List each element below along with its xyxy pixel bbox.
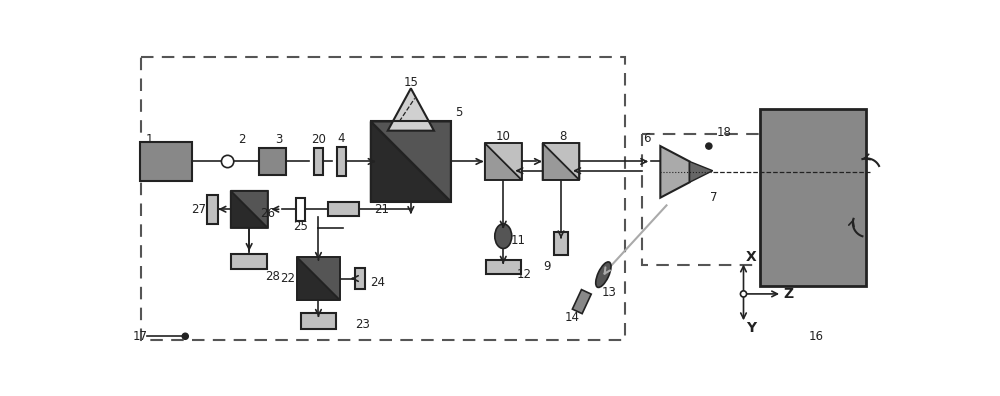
Text: Z: Z (783, 287, 793, 301)
Text: 10: 10 (496, 129, 511, 143)
Text: 23: 23 (355, 318, 370, 331)
Text: 13: 13 (601, 286, 616, 299)
Bar (297, 257, 340, 300)
Bar (140, 142, 192, 181)
Text: 7: 7 (710, 191, 718, 204)
Text: 4: 4 (338, 132, 345, 145)
Text: 26: 26 (260, 207, 275, 219)
Bar (296, 198, 305, 221)
Polygon shape (297, 257, 340, 300)
Polygon shape (371, 122, 451, 202)
Circle shape (706, 143, 712, 149)
Text: 11: 11 (510, 234, 525, 247)
Text: 8: 8 (559, 129, 566, 143)
Circle shape (221, 155, 234, 168)
Polygon shape (543, 143, 579, 180)
Polygon shape (572, 289, 591, 314)
Polygon shape (231, 191, 268, 228)
Bar (314, 148, 323, 175)
Bar (371, 122, 451, 202)
Ellipse shape (495, 224, 512, 249)
Text: 2: 2 (238, 133, 245, 147)
Text: 3: 3 (276, 133, 283, 147)
Polygon shape (543, 143, 579, 180)
Circle shape (740, 291, 747, 297)
Text: 16: 16 (809, 330, 824, 343)
Bar (642, 134, 767, 265)
Bar (355, 268, 365, 289)
Text: X: X (746, 250, 757, 264)
Bar (259, 148, 286, 175)
Polygon shape (388, 88, 434, 131)
Bar (486, 260, 521, 274)
Text: 1: 1 (145, 133, 153, 147)
Bar (554, 232, 568, 255)
Text: 25: 25 (293, 220, 308, 233)
Bar (207, 194, 218, 224)
Text: 6: 6 (644, 132, 651, 145)
Text: Y: Y (746, 321, 756, 335)
Bar (485, 143, 522, 180)
Bar (231, 254, 267, 269)
Text: 14: 14 (564, 310, 579, 324)
Bar (231, 191, 268, 228)
Bar (760, 109, 866, 286)
Polygon shape (485, 143, 522, 180)
Text: 18: 18 (717, 126, 732, 139)
Circle shape (182, 333, 188, 339)
Text: 27: 27 (191, 203, 206, 216)
Text: 22: 22 (280, 272, 295, 285)
Text: 12: 12 (517, 268, 532, 281)
Polygon shape (231, 191, 268, 228)
Text: 20: 20 (311, 133, 326, 147)
Polygon shape (371, 122, 451, 202)
Polygon shape (690, 162, 713, 182)
Polygon shape (660, 146, 690, 198)
Text: 15: 15 (403, 76, 418, 89)
Bar (301, 313, 336, 329)
Text: 17: 17 (132, 330, 147, 343)
Bar (141, 57, 625, 340)
Text: 9: 9 (543, 261, 551, 274)
Polygon shape (485, 143, 522, 180)
Text: 24: 24 (370, 276, 385, 289)
Bar (328, 202, 359, 216)
Ellipse shape (596, 262, 611, 287)
Polygon shape (297, 257, 340, 300)
Text: 5: 5 (455, 107, 462, 120)
Bar (543, 143, 579, 180)
Text: 28: 28 (265, 270, 280, 284)
Text: 21: 21 (374, 203, 389, 216)
Bar (337, 147, 346, 176)
